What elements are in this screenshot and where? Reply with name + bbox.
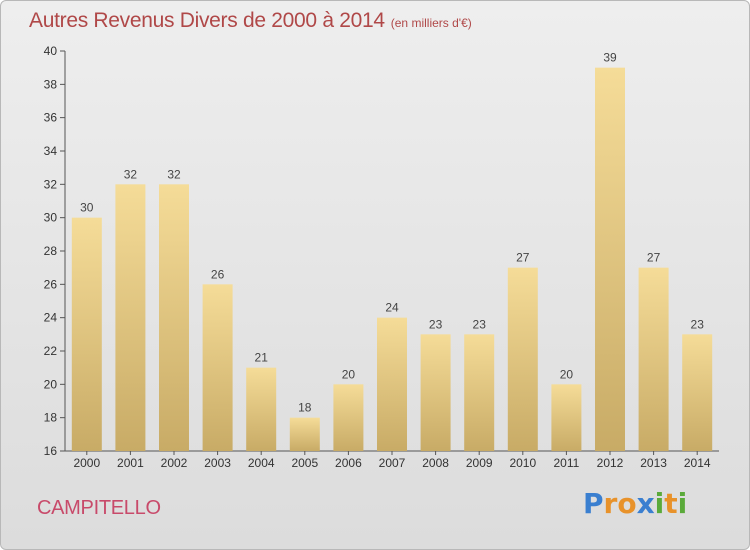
brand-letter: i	[677, 487, 688, 520]
bar	[202, 284, 233, 451]
brand-letter: r	[603, 487, 618, 520]
bar-value-label: 39	[603, 51, 617, 65]
bar	[420, 334, 451, 451]
bar	[682, 334, 713, 451]
bar	[551, 384, 582, 451]
x-tick-label: 2009	[466, 456, 493, 470]
y-tick-label: 32	[44, 177, 58, 191]
city-name: CAMPITELLO	[37, 497, 161, 519]
x-tick-label: 2001	[117, 456, 144, 470]
bar	[246, 367, 277, 451]
bar	[507, 267, 538, 451]
x-tick-label: 2010	[509, 456, 536, 470]
x-tick-label: 2011	[553, 456, 579, 470]
y-tick-label: 34	[44, 144, 58, 158]
bar	[71, 217, 102, 451]
bar-value-label: 26	[211, 267, 225, 281]
y-tick-label: 28	[44, 244, 58, 258]
bar	[333, 384, 364, 451]
y-tick-label: 36	[44, 111, 58, 125]
bar-value-label: 23	[473, 317, 487, 331]
chart-title-text: Autres Revenus Divers de 2000 à 2014	[29, 9, 385, 32]
y-tick-label: 40	[44, 44, 58, 58]
y-tick-label: 26	[44, 277, 58, 291]
y-tick-label: 16	[44, 444, 58, 458]
bar-value-label: 23	[691, 317, 705, 331]
bar-value-label: 18	[298, 401, 312, 415]
x-tick-label: 2002	[161, 456, 188, 470]
x-tick-label: 2014	[684, 456, 711, 470]
y-tick-label: 20	[44, 377, 58, 391]
y-tick-label: 30	[44, 211, 58, 225]
x-tick-label: 2000	[73, 456, 100, 470]
brand-letter: i	[654, 487, 665, 520]
bar-value-label: 32	[124, 167, 138, 181]
chart-title: Autres Revenus Divers de 2000 à 2014 (en …	[29, 9, 472, 33]
x-tick-label: 2008	[422, 456, 449, 470]
brand-letter: P	[583, 487, 604, 520]
proxiti-logo: Proxiti	[583, 487, 687, 520]
bar-value-label: 27	[647, 251, 661, 265]
x-tick-label: 2012	[597, 456, 624, 470]
y-tick-label: 22	[44, 344, 58, 358]
y-tick-label: 24	[44, 311, 58, 325]
chart-unit-note: (en milliers d'€)	[390, 16, 472, 30]
bar	[289, 417, 320, 451]
bar-value-label: 30	[80, 201, 94, 215]
bar	[638, 267, 669, 451]
brand-letter: o	[617, 487, 637, 520]
y-tick-label: 18	[44, 411, 58, 425]
bar-value-label: 20	[342, 367, 356, 381]
bar	[159, 184, 189, 452]
y-tick-label: 38	[44, 77, 58, 91]
x-tick-label: 2006	[335, 456, 362, 470]
bar	[595, 67, 625, 452]
bar-value-label: 21	[255, 351, 269, 365]
x-tick-label: 2004	[248, 456, 275, 470]
x-tick-label: 2003	[204, 456, 231, 470]
bar-value-label: 23	[429, 317, 443, 331]
bar-value-label: 20	[560, 367, 574, 381]
bar	[115, 184, 146, 452]
bar	[377, 317, 407, 451]
brand-letter: t	[664, 487, 678, 520]
brand-letter: x	[636, 487, 655, 520]
bar-value-label: 27	[516, 251, 530, 265]
x-tick-label: 2005	[291, 456, 318, 470]
bar-value-label: 24	[385, 301, 399, 315]
bar	[464, 334, 495, 451]
x-tick-label: 2007	[379, 456, 406, 470]
x-tick-label: 2013	[640, 456, 667, 470]
bar-value-label: 32	[167, 167, 181, 181]
